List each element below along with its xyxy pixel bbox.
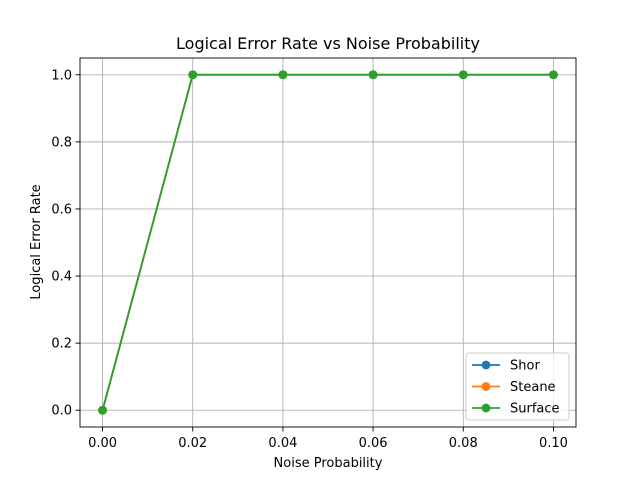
legend-label: Shor xyxy=(510,359,540,374)
y-tick-label: 0.4 xyxy=(51,270,72,285)
legend-marker xyxy=(481,382,491,391)
y-tick-label: 0.0 xyxy=(51,404,72,419)
data-point-surface xyxy=(549,70,558,80)
legend-marker xyxy=(481,403,491,413)
y-axis-label: Logical Error Rate xyxy=(29,184,44,299)
x-axis-label: Noise Probability xyxy=(274,456,383,471)
data-point-surface xyxy=(368,70,378,80)
x-tick-label: 0.04 xyxy=(268,436,297,451)
x-tick-label: 0.06 xyxy=(359,436,388,451)
y-tick-label: 1.0 xyxy=(51,68,72,83)
y-axis-ticks: 0.0 0.2 0.4 0.6 0.8 1.0 xyxy=(51,68,80,419)
legend-label: Steane xyxy=(510,380,556,395)
data-point-surface xyxy=(188,70,198,80)
legend: Shor Steane Surface xyxy=(465,352,570,421)
x-tick-label: 0.10 xyxy=(539,436,568,451)
y-tick-label: 0.6 xyxy=(51,202,72,217)
x-tick-label: 0.08 xyxy=(449,436,478,451)
series-line-surface xyxy=(101,73,554,411)
y-tick-label: 0.8 xyxy=(51,135,72,150)
data-point-surface xyxy=(458,70,468,80)
x-axis-ticks: 0.00 0.02 0.04 0.06 0.08 0.10 xyxy=(88,427,568,451)
legend-label: Surface xyxy=(510,402,560,417)
x-tick-label: 0.02 xyxy=(178,436,207,451)
data-point-surface xyxy=(98,405,107,415)
plot-frame xyxy=(79,57,577,428)
y-tick-label: 0.2 xyxy=(51,337,72,352)
x-tick-label: 0.00 xyxy=(88,436,117,451)
legend-box xyxy=(465,352,570,421)
series-layer xyxy=(98,70,558,415)
chart-title: Logical Error Rate vs Noise Probability xyxy=(176,34,480,53)
data-point-surface xyxy=(278,70,288,80)
legend-marker xyxy=(481,360,491,370)
legend-entries: Shor Steane Surface xyxy=(472,359,560,417)
series-surface xyxy=(98,70,558,415)
